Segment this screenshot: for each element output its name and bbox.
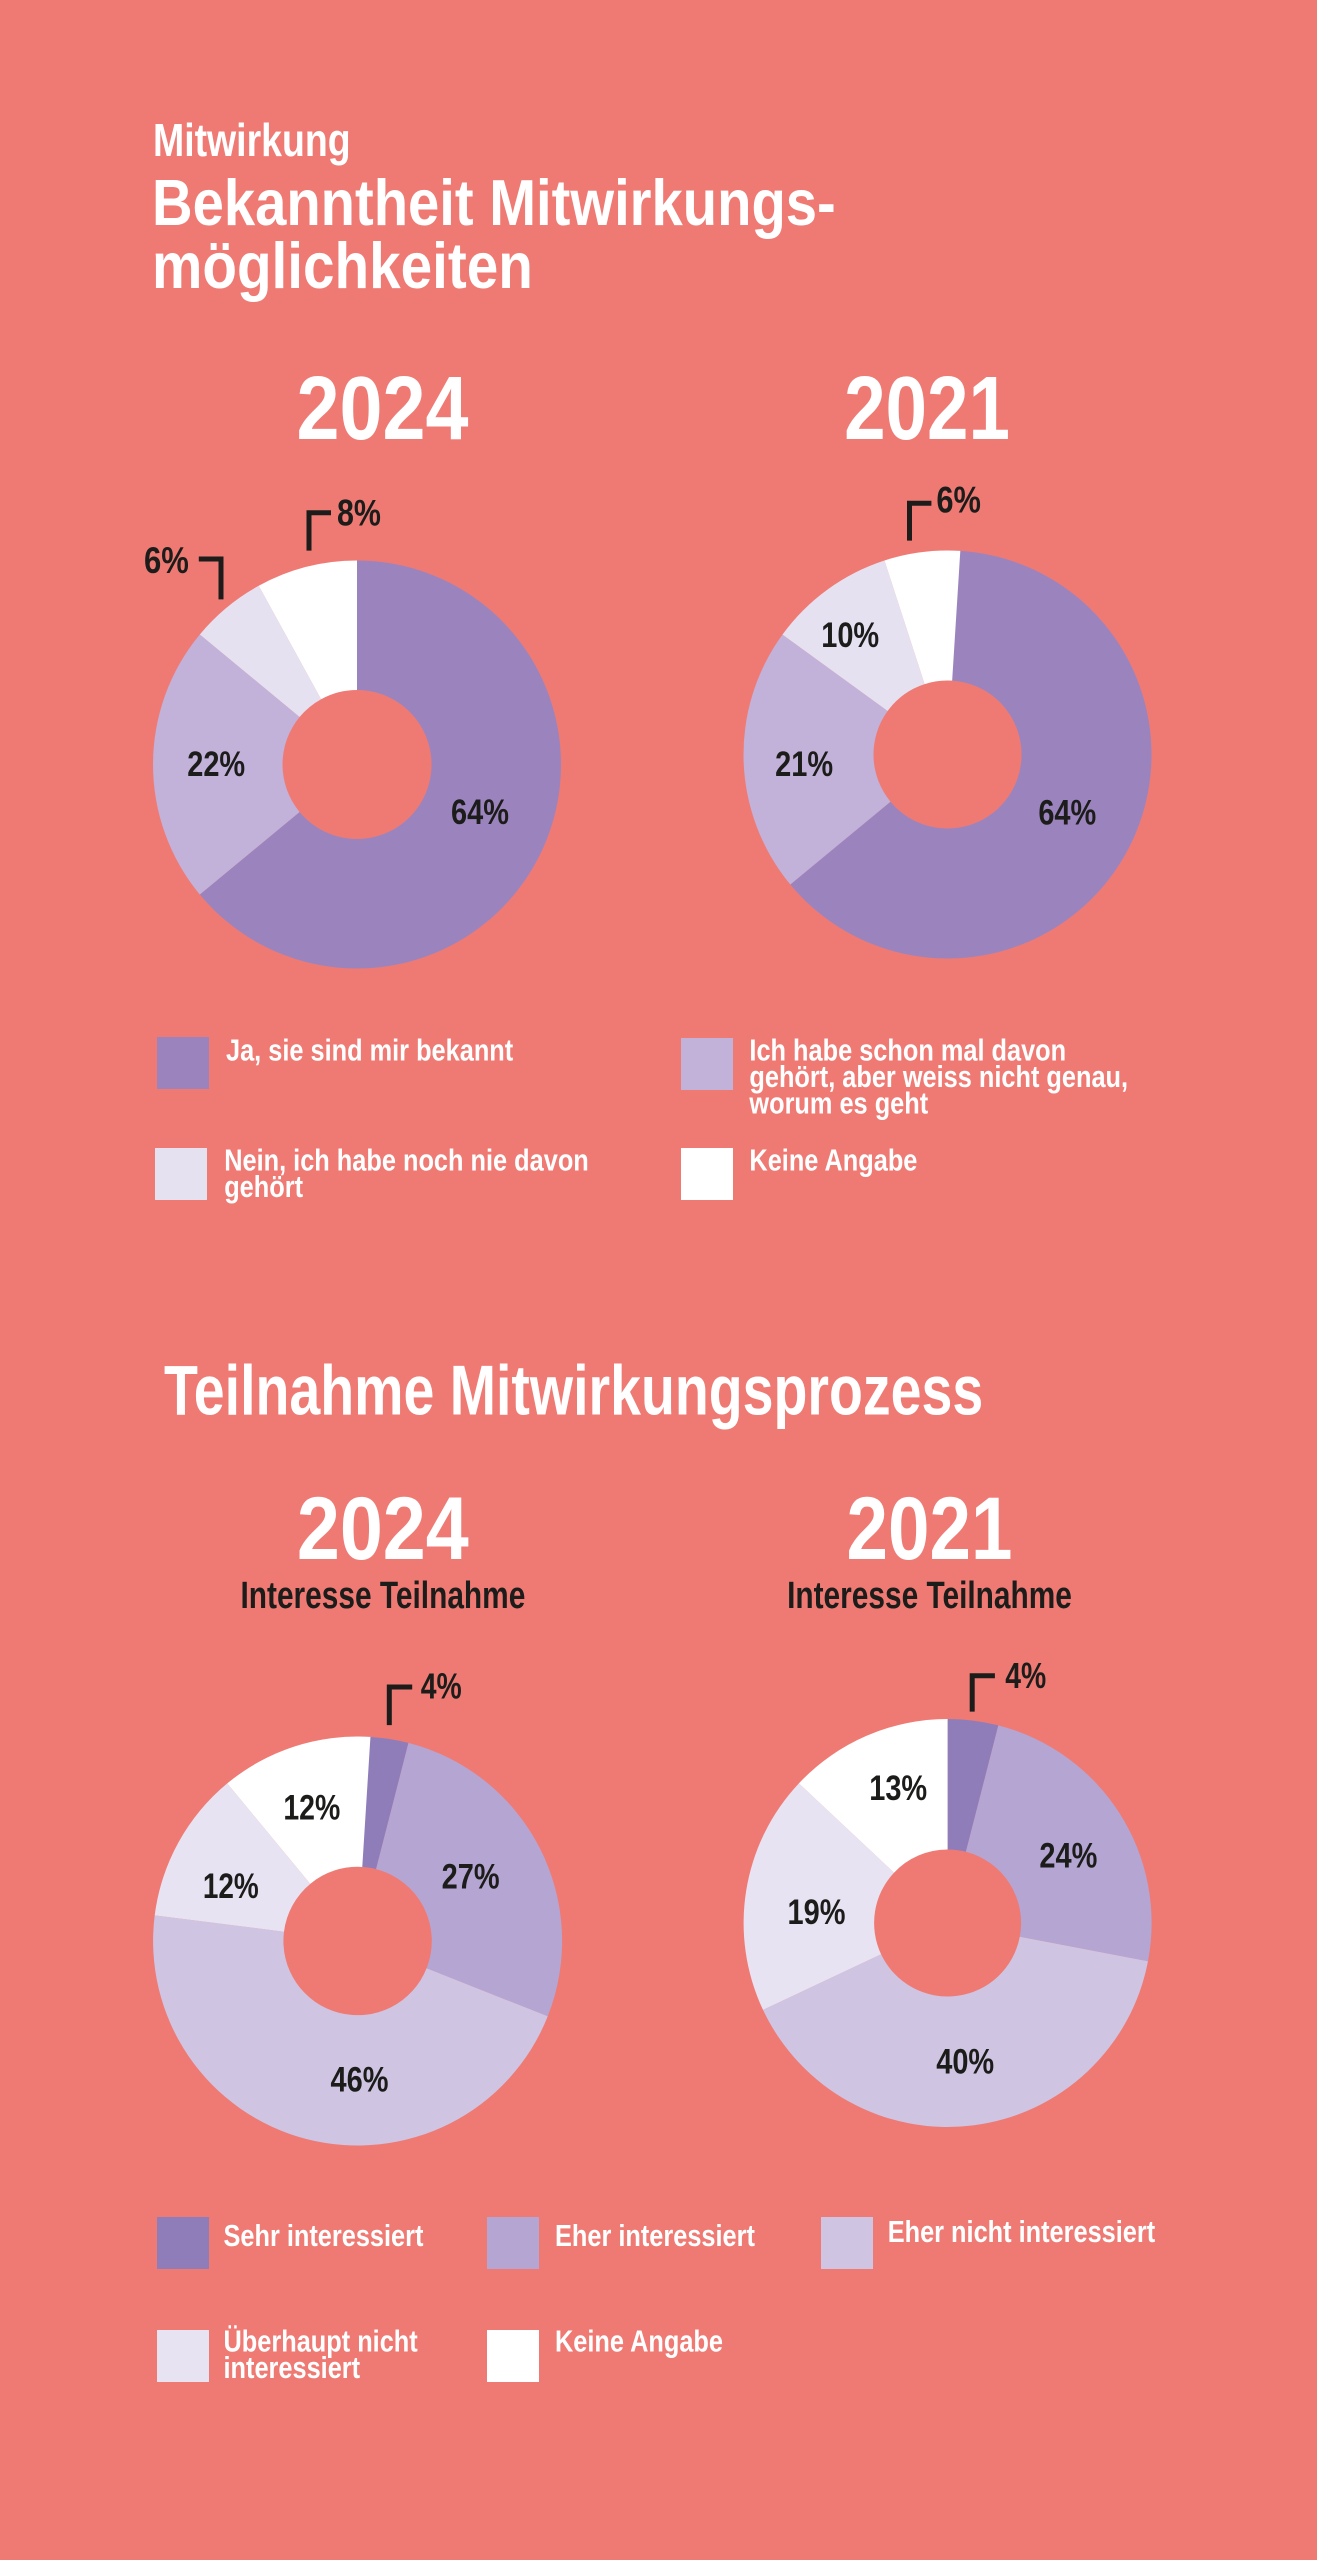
svg-text:Eher interessiert: Eher interessiert — [555, 2218, 755, 2253]
svg-text:22%: 22% — [187, 745, 245, 784]
svg-text:Keine Angabe: Keine Angabe — [749, 1142, 917, 1177]
svg-text:Ich habe schon mal davon: Ich habe schon mal davon — [749, 1032, 1066, 1067]
svg-text:worum es geht: worum es geht — [749, 1085, 929, 1120]
svg-text:6%: 6% — [144, 541, 189, 582]
svg-text:8%: 8% — [337, 494, 381, 534]
svg-text:2024: 2024 — [297, 1479, 469, 1578]
svg-text:4%: 4% — [421, 1666, 462, 1706]
svg-text:40%: 40% — [936, 2042, 994, 2081]
svg-text:12%: 12% — [283, 1788, 340, 1827]
svg-text:2021: 2021 — [844, 357, 1010, 458]
svg-text:2024: 2024 — [297, 357, 469, 458]
svg-text:Teilnahme Mitwirkungsprozess: Teilnahme Mitwirkungsprozess — [164, 1352, 983, 1430]
svg-text:12%: 12% — [203, 1866, 259, 1906]
svg-text:Nein, ich habe noch nie davon: Nein, ich habe noch nie davon — [224, 1142, 589, 1177]
svg-text:4%: 4% — [1005, 1656, 1046, 1696]
svg-text:Interesse Teilnahme: Interesse Teilnahme — [787, 1575, 1072, 1617]
svg-text:Überhaupt nicht: Überhaupt nicht — [224, 2323, 419, 2358]
svg-text:Keine Angabe: Keine Angabe — [555, 2323, 723, 2358]
svg-text:46%: 46% — [331, 2060, 389, 2099]
svg-text:19%: 19% — [788, 1892, 846, 1931]
svg-text:Sehr interessiert: Sehr interessiert — [224, 2218, 424, 2253]
svg-text:24%: 24% — [1039, 1836, 1097, 1875]
svg-text:64%: 64% — [1038, 793, 1096, 832]
svg-text:64%: 64% — [451, 793, 509, 832]
svg-text:10%: 10% — [821, 615, 879, 654]
svg-text:Eher nicht interessiert: Eher nicht interessiert — [888, 2214, 1156, 2249]
svg-text:6%: 6% — [936, 480, 981, 521]
svg-text:Ja, sie sind mir bekannt: Ja, sie sind mir bekannt — [226, 1032, 514, 1067]
svg-text:gehört, aber weiss nicht genau: gehört, aber weiss nicht genau, — [749, 1058, 1128, 1093]
svg-text:Mitwirkung: Mitwirkung — [153, 114, 351, 166]
svg-text:Interesse Teilnahme: Interesse Teilnahme — [240, 1575, 525, 1617]
svg-text:Bekanntheit Mitwirkungs-: Bekanntheit Mitwirkungs- — [152, 166, 836, 239]
svg-text:interessiert: interessiert — [224, 2350, 361, 2385]
svg-text:2021: 2021 — [847, 1480, 1013, 1578]
svg-text:13%: 13% — [869, 1768, 927, 1807]
svg-text:21%: 21% — [775, 745, 833, 784]
svg-text:möglichkeiten: möglichkeiten — [152, 229, 533, 302]
svg-text:27%: 27% — [442, 1857, 500, 1896]
svg-text:gehört: gehört — [224, 1169, 303, 1204]
